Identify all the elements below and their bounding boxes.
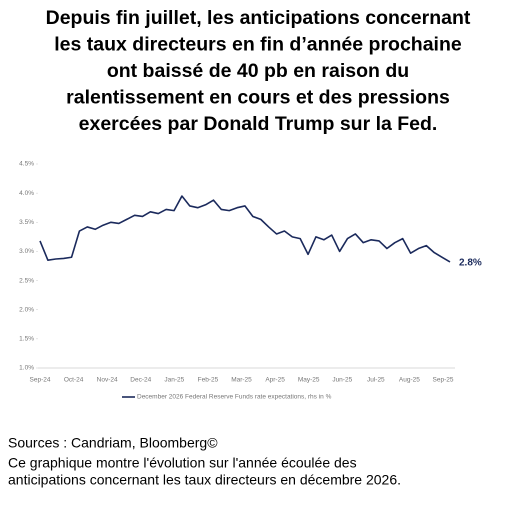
x-tick-label: Sep-25 bbox=[433, 377, 454, 384]
x-tick-label: Nov-24 bbox=[97, 377, 118, 384]
y-tick-label: 2.5% bbox=[19, 277, 34, 284]
x-tick-label: May-25 bbox=[298, 377, 320, 384]
legend-label: December 2026 Federal Reserve Funds rate… bbox=[137, 394, 332, 401]
title-line: Depuis fin juillet, les anticipations co… bbox=[46, 7, 471, 29]
title-line: les taux directeurs en fin d’année proch… bbox=[54, 34, 462, 56]
x-tick-label: Oct-24 bbox=[64, 377, 84, 384]
title-line: ont baissé de 40 pb en raison du bbox=[107, 60, 409, 82]
sources: Sources : Candriam, Bloomberg© bbox=[8, 435, 218, 451]
y-tick-label: 3.5% bbox=[19, 219, 34, 226]
y-tick-label: 4.0% bbox=[19, 190, 34, 197]
x-tick-label: Mar-25 bbox=[231, 377, 252, 384]
value-label: 2.8% bbox=[459, 258, 482, 269]
x-tick-label: Sep-24 bbox=[30, 377, 51, 384]
x-tick-label: Apr-25 bbox=[265, 377, 285, 384]
y-tick-label: 1.5% bbox=[19, 336, 34, 343]
x-tick-label: Jul-25 bbox=[367, 377, 385, 384]
x-tick-label: Dec-24 bbox=[130, 377, 151, 384]
x-tick-label: Aug-25 bbox=[399, 377, 420, 384]
y-tick-label: 3.0% bbox=[19, 248, 34, 255]
x-tick-label: Feb-25 bbox=[198, 377, 219, 384]
y-tick-label: 2.0% bbox=[19, 306, 34, 313]
y-tick-label: 1.0% bbox=[19, 365, 34, 372]
caption-line: Ce graphique montre l'évolution sur l'an… bbox=[8, 455, 357, 471]
y-tick-label: 4.5% bbox=[19, 161, 34, 168]
title-line: exercées par Donald Trump sur la Fed. bbox=[79, 113, 438, 135]
caption-line: anticipations concernant les taux direct… bbox=[8, 472, 401, 488]
x-tick-label: Jan-25 bbox=[164, 377, 184, 384]
line bbox=[39, 195, 451, 263]
title-line: ralentissement en cours et des pressions bbox=[66, 87, 450, 109]
x-tick-label: Jun-25 bbox=[332, 377, 352, 384]
